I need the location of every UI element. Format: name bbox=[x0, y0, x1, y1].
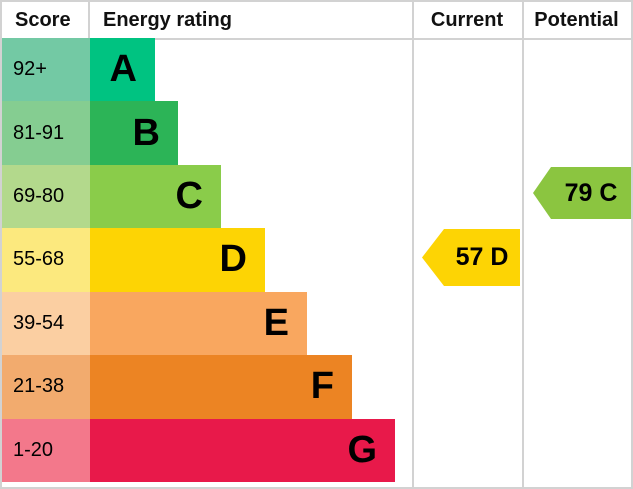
header-score: Score bbox=[2, 2, 90, 38]
potential-rating-arrow: 79 C bbox=[533, 167, 631, 219]
header-potential: Potential bbox=[534, 8, 619, 31]
header-energy-rating: Energy rating bbox=[103, 8, 232, 31]
score-range-d: 55-68 bbox=[2, 228, 90, 292]
potential-rating-label: 79 C bbox=[564, 178, 618, 207]
column-divider-current bbox=[412, 2, 414, 487]
band-bar-e: E bbox=[90, 291, 307, 356]
column-divider-potential bbox=[522, 2, 524, 487]
header-current: Current bbox=[430, 8, 504, 31]
current-rating-arrow: 57 D bbox=[422, 229, 520, 286]
band-bar-f: F bbox=[90, 355, 352, 419]
score-range-f: 21-38 bbox=[2, 355, 90, 419]
score-range-c: 69-80 bbox=[2, 164, 90, 229]
band-bar-a: A bbox=[90, 38, 155, 102]
band-row-a: 92+ A bbox=[2, 38, 631, 102]
score-range-g: 1-20 bbox=[2, 418, 90, 482]
band-row-b: 81-91 B bbox=[2, 101, 631, 165]
band-bar-b: B bbox=[90, 101, 178, 165]
band-row-f: 21-38 F bbox=[2, 355, 631, 419]
band-row-c: 69-80 C bbox=[2, 164, 631, 229]
band-row-e: 39-54 E bbox=[2, 291, 631, 356]
score-range-a: 92+ bbox=[2, 38, 90, 102]
score-range-b: 81-91 bbox=[2, 101, 90, 165]
current-rating-label: 57 D bbox=[455, 243, 509, 271]
band-bar-g: G bbox=[90, 418, 395, 482]
band-row-g: 1-20 G bbox=[2, 418, 631, 482]
band-row-d: 55-68 D bbox=[2, 228, 631, 292]
score-range-e: 39-54 bbox=[2, 291, 90, 356]
band-rows: 92+ A 81-91 B 69-80 C 55-68 D 39-54 E 21-38 F 1-20 G bbox=[2, 38, 631, 482]
band-bar-d: D bbox=[90, 228, 265, 292]
chart-header: Score Energy rating Current Potential bbox=[2, 2, 631, 40]
band-bar-c: C bbox=[90, 164, 221, 229]
